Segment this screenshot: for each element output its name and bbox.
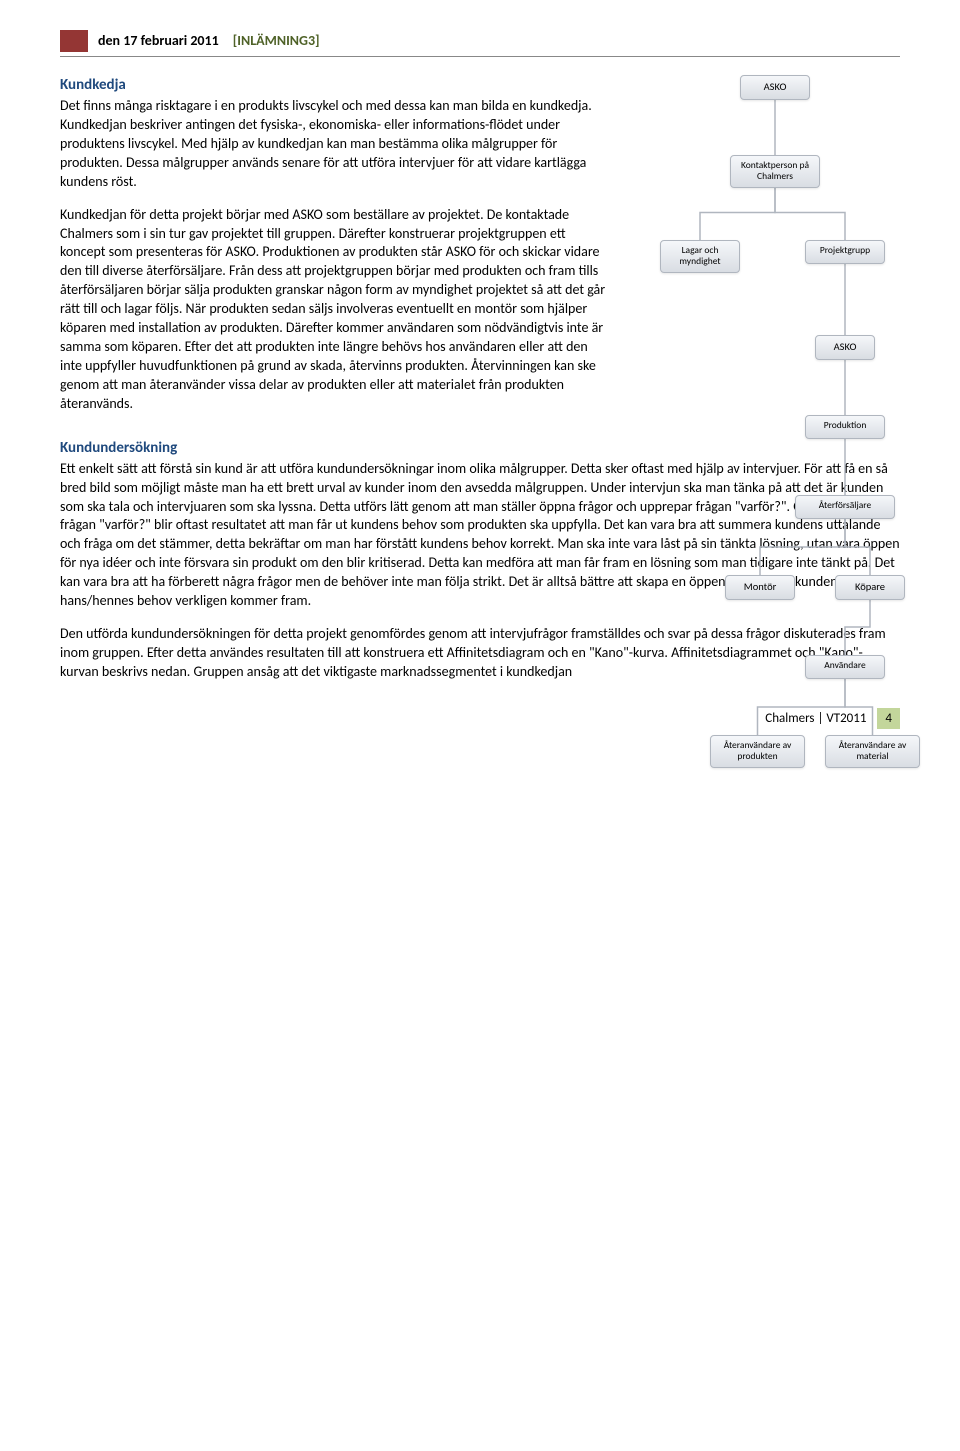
page-header: den 17 februari 2011 [INLÄMNING3]: [60, 30, 900, 57]
page-footer: Chalmers | VT2011 4: [60, 708, 900, 730]
flowchart-node-kontakt: Kontaktperson på Chalmers: [730, 155, 820, 188]
page-number: 4: [877, 708, 900, 730]
flowchart-node-projekt: Projektgrupp: [805, 240, 885, 264]
flowchart-node-ater2: Återanvändare av material: [825, 735, 920, 768]
flowchart-node-lagar: Lagar och myndighet: [660, 240, 740, 273]
section-title-kundkedja: Kundkedja: [60, 75, 610, 95]
header-accent: [60, 30, 88, 52]
flowchart-node-asko1: ASKO: [740, 75, 810, 100]
header-date: den 17 februari 2011: [98, 32, 219, 51]
flowchart: ASKO Kontaktperson på Chalmers Lagar och m…: [630, 75, 900, 428]
paragraph-2: Kundkedjan för detta projekt börjar med …: [60, 206, 610, 414]
flowchart-node-anvand: Användare: [805, 655, 885, 679]
flowchart-node-ater1: Återanvändare av produkten: [710, 735, 805, 768]
section-title-kundundersokning: Kundundersökning: [60, 438, 900, 458]
flowchart-node-montor: Montör: [725, 575, 795, 600]
paragraph-1: Det finns många risktagare i en produkts…: [60, 97, 610, 191]
header-title: [INLÄMNING3]: [233, 32, 320, 51]
flowchart-node-kopare: Köpare: [835, 575, 905, 600]
flowchart-node-aterf: Återförsäljare: [795, 495, 895, 519]
flowchart-node-asko2: ASKO: [815, 335, 875, 360]
flowchart-node-prod: Produktion: [805, 415, 885, 439]
paragraph-4: Den utförda kundundersökningen för detta…: [60, 625, 900, 682]
footer-text: Chalmers | VT2011: [765, 711, 866, 726]
header-title-text: INLÄMNING3: [237, 32, 315, 49]
